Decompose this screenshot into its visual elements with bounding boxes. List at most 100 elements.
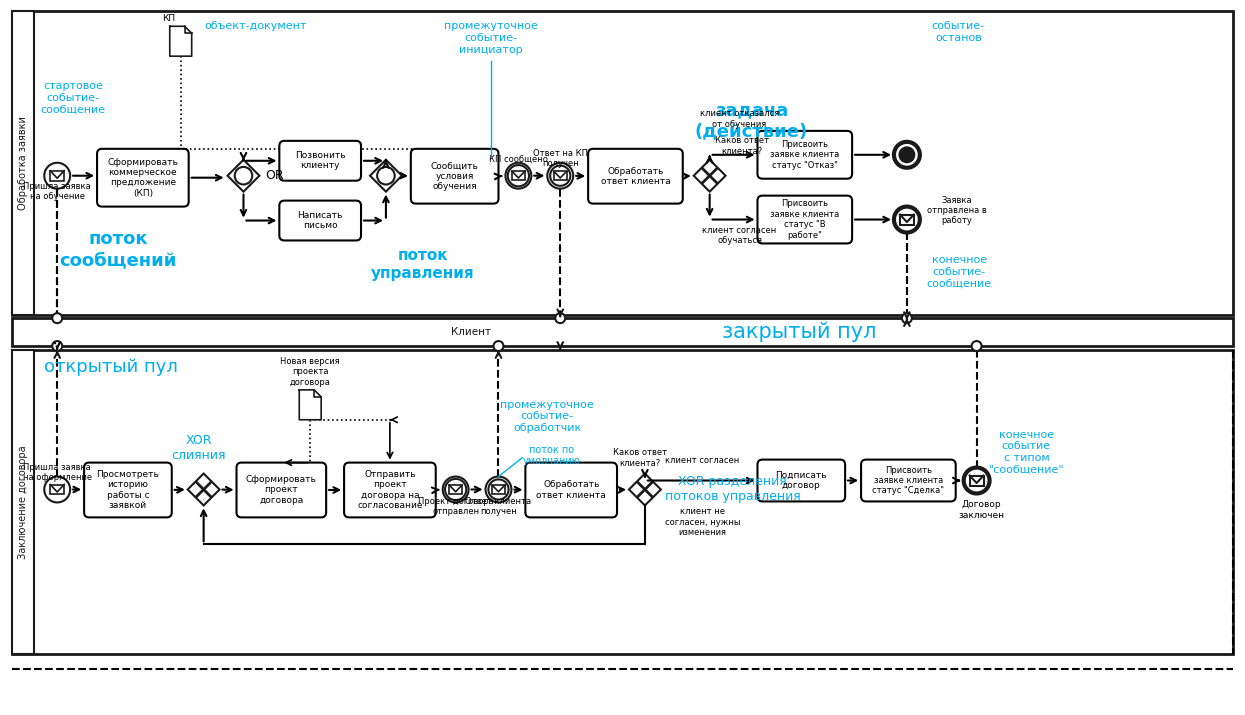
FancyBboxPatch shape — [97, 149, 189, 207]
Text: Обработать
ответ клиента: Обработать ответ клиента — [600, 167, 670, 186]
Circle shape — [555, 313, 565, 323]
Bar — [12, 350, 1233, 654]
Text: клиент не
согласен, нужны
изменения: клиент не согласен, нужны изменения — [665, 508, 741, 537]
Text: Договор
заключен: Договор заключен — [959, 500, 1005, 520]
FancyBboxPatch shape — [344, 463, 436, 518]
Circle shape — [550, 166, 570, 186]
Text: Отправить
проект
договора на
согласование: Отправить проект договора на согласовани… — [357, 470, 422, 510]
Text: OR: OR — [265, 169, 284, 182]
Circle shape — [971, 341, 981, 351]
Text: объект-документ: объект-документ — [204, 21, 308, 31]
Text: Сформировать
коммерческое
предложение
(КП): Сформировать коммерческое предложение (К… — [107, 157, 178, 198]
FancyBboxPatch shape — [757, 131, 852, 179]
Bar — [492, 485, 505, 494]
Text: Каков ответ
клиента?: Каков ответ клиента? — [613, 448, 667, 468]
Text: Обработка заявки: Обработка заявки — [19, 117, 29, 210]
FancyBboxPatch shape — [862, 460, 956, 501]
FancyBboxPatch shape — [279, 141, 361, 181]
Text: Подписать
договор: Подписать договор — [776, 470, 827, 490]
Text: поток
управления: поток управления — [371, 248, 474, 281]
Polygon shape — [629, 473, 661, 506]
Text: Пришла заявка
на обучение: Пришла заявка на обучение — [24, 182, 91, 202]
Circle shape — [45, 476, 70, 503]
Bar — [12, 350, 35, 654]
Text: Просмотреть
историю
работы с
заявкой: Просмотреть историю работы с заявкой — [97, 470, 159, 510]
Circle shape — [52, 341, 62, 351]
Polygon shape — [370, 159, 402, 192]
Bar — [554, 171, 566, 180]
Text: XOR
слияния: XOR слияния — [172, 433, 225, 462]
Polygon shape — [228, 159, 259, 192]
Circle shape — [901, 313, 911, 323]
Circle shape — [548, 163, 573, 189]
Polygon shape — [299, 390, 321, 420]
Text: открытый пул: открытый пул — [45, 358, 178, 376]
Bar — [512, 171, 525, 180]
FancyBboxPatch shape — [237, 463, 326, 518]
Circle shape — [508, 165, 529, 187]
Text: задача
(действие): задача (действие) — [695, 101, 808, 140]
Circle shape — [235, 167, 253, 184]
Bar — [900, 214, 914, 225]
Circle shape — [894, 207, 920, 232]
Circle shape — [894, 142, 920, 168]
Text: промежуточное
событие-
инициатор: промежуточное событие- инициатор — [443, 21, 538, 54]
Text: Новая версия
проекта
договора: Новая версия проекта договора — [280, 357, 340, 387]
FancyBboxPatch shape — [588, 149, 682, 204]
Text: Написать
письмо: Написать письмо — [298, 211, 342, 230]
Text: КП сообщено: КП сообщено — [489, 154, 548, 163]
Circle shape — [444, 479, 467, 500]
FancyBboxPatch shape — [279, 201, 361, 240]
Text: промежуточное
событие-
обработчик: промежуточное событие- обработчик — [500, 400, 594, 433]
Bar — [970, 475, 984, 485]
Polygon shape — [169, 26, 192, 56]
Text: XOR разделения
потоков управления: XOR разделения потоков управления — [665, 475, 801, 503]
Text: клиент согласен: клиент согласен — [665, 455, 740, 465]
Text: конечное
событие-
сообщение: конечное событие- сообщение — [926, 255, 992, 289]
FancyBboxPatch shape — [85, 463, 172, 518]
Circle shape — [486, 476, 512, 503]
Text: Позвонить
клиенту: Позвонить клиенту — [295, 151, 346, 170]
Circle shape — [505, 163, 532, 189]
Text: Каков ответ
клиента?: Каков ответ клиента? — [715, 137, 768, 156]
FancyBboxPatch shape — [757, 196, 852, 243]
Polygon shape — [693, 159, 726, 192]
Circle shape — [45, 163, 70, 189]
Text: поток по
умолчанию: поток по умолчанию — [523, 445, 580, 466]
FancyBboxPatch shape — [411, 149, 498, 204]
Bar — [50, 171, 65, 181]
Text: конечное
событие
с типом
"сообщение": конечное событие с типом "сообщение" — [989, 430, 1064, 475]
Bar — [449, 485, 462, 494]
Circle shape — [52, 313, 62, 323]
Polygon shape — [188, 473, 219, 506]
Circle shape — [443, 476, 468, 503]
Text: поток
сообщений: поток сообщений — [60, 230, 177, 270]
Text: Заключение договора: Заключение договора — [19, 445, 29, 558]
Text: клиент согласен
обучаться: клиент согласен обучаться — [702, 225, 777, 245]
Text: Ответ на КП
получен: Ответ на КП получен — [533, 149, 588, 169]
Text: Проект договора
отправлен: Проект договора отправлен — [418, 497, 493, 516]
Text: Сформировать
проект
договора: Сформировать проект договора — [247, 475, 316, 505]
Circle shape — [493, 341, 503, 351]
Text: Заявка
отправлена в
работу: Заявка отправлена в работу — [926, 196, 986, 225]
Text: Ответ клиента
получен: Ответ клиента получен — [466, 497, 532, 516]
Circle shape — [488, 479, 509, 500]
Text: Клиент: Клиент — [451, 327, 491, 337]
Bar — [12, 318, 1233, 346]
Text: Сообщить
условия
обучения: Сообщить условия обучения — [431, 162, 478, 191]
Circle shape — [964, 468, 990, 493]
Bar — [12, 11, 35, 315]
Text: Присвоить
заявке клиента
статус "В
работе": Присвоить заявке клиента статус "В работ… — [771, 199, 839, 240]
FancyBboxPatch shape — [525, 463, 618, 518]
Text: Присвоить
заявке клиента
статус "Отказ": Присвоить заявке клиента статус "Отказ" — [771, 140, 839, 169]
Text: КП: КП — [162, 14, 174, 24]
Circle shape — [899, 147, 915, 162]
Circle shape — [377, 167, 395, 184]
Text: клиент отказался
от обучения: клиент отказался от обучения — [700, 109, 779, 129]
Text: Обработать
ответ клиента: Обработать ответ клиента — [537, 480, 606, 500]
Bar — [12, 11, 1233, 315]
Text: Пришла заявка
на оформление: Пришла заявка на оформление — [22, 463, 92, 482]
Bar — [50, 485, 65, 495]
Text: Присвоить
заявке клиента
статус "Сделка": Присвоить заявке клиента статус "Сделка" — [873, 465, 945, 495]
Text: стартовое
событие-
сообщение: стартовое событие- сообщение — [40, 81, 106, 114]
